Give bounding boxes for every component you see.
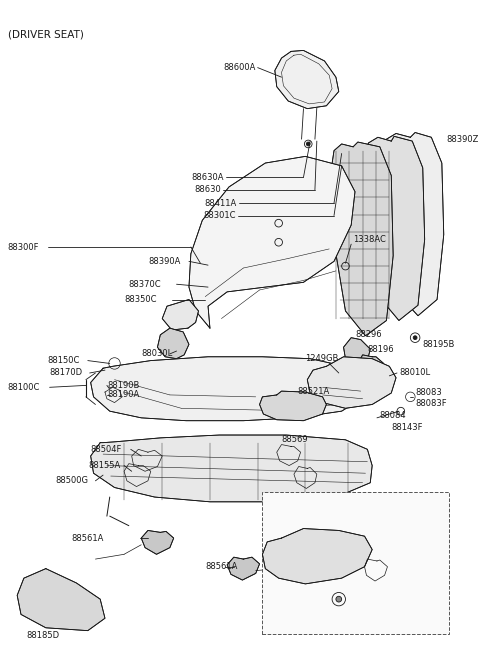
Text: 88083: 88083 xyxy=(415,387,442,397)
Polygon shape xyxy=(17,569,105,631)
Text: 88150C: 88150C xyxy=(48,356,80,365)
Polygon shape xyxy=(275,50,339,109)
Polygon shape xyxy=(91,435,372,502)
Text: 88183B: 88183B xyxy=(324,607,357,616)
FancyBboxPatch shape xyxy=(263,493,448,634)
Polygon shape xyxy=(382,132,444,316)
Polygon shape xyxy=(157,328,189,359)
Text: 88504F: 88504F xyxy=(91,445,122,454)
Text: (W/O POWER): (W/O POWER) xyxy=(269,516,331,526)
Polygon shape xyxy=(364,136,425,320)
Text: 88569: 88569 xyxy=(303,497,330,506)
Text: 88569: 88569 xyxy=(281,436,308,444)
Text: 88084: 88084 xyxy=(380,411,407,420)
Text: 88195B: 88195B xyxy=(423,340,455,349)
Text: 88350C: 88350C xyxy=(124,295,156,304)
Polygon shape xyxy=(227,557,260,580)
Polygon shape xyxy=(307,357,396,408)
Polygon shape xyxy=(260,391,326,421)
Polygon shape xyxy=(317,555,348,578)
Text: 88030L: 88030L xyxy=(141,350,172,358)
Text: 88196: 88196 xyxy=(367,345,394,354)
Text: 88053: 88053 xyxy=(389,559,416,569)
Text: 1338AC: 1338AC xyxy=(353,235,386,244)
Text: 88170D: 88170D xyxy=(49,369,83,377)
Polygon shape xyxy=(358,355,384,380)
Text: 88143F: 88143F xyxy=(391,423,423,432)
Polygon shape xyxy=(189,156,355,328)
Text: 88155A: 88155A xyxy=(89,461,121,470)
Text: 88390Z: 88390Z xyxy=(446,134,479,144)
Polygon shape xyxy=(162,299,199,330)
Text: 88010L: 88010L xyxy=(399,369,430,377)
Polygon shape xyxy=(344,338,370,366)
Text: 88190B: 88190B xyxy=(107,381,139,390)
Text: 88190A: 88190A xyxy=(107,391,139,399)
Ellipse shape xyxy=(336,596,342,602)
Text: 1249GB: 1249GB xyxy=(305,354,339,363)
Polygon shape xyxy=(141,530,174,554)
Text: 88600A: 88600A xyxy=(223,63,256,72)
Text: 88185D: 88185D xyxy=(27,631,60,640)
Text: 88500G: 88500G xyxy=(55,477,88,485)
Text: 88411A: 88411A xyxy=(204,199,237,208)
Text: 88521A: 88521A xyxy=(298,387,330,396)
Text: (DRIVER SEAT): (DRIVER SEAT) xyxy=(8,29,84,40)
Text: 88010L: 88010L xyxy=(377,531,408,540)
Ellipse shape xyxy=(306,142,310,146)
Polygon shape xyxy=(263,528,372,584)
Text: 88630A: 88630A xyxy=(192,173,224,182)
Polygon shape xyxy=(331,142,393,336)
Text: 88300F: 88300F xyxy=(8,242,39,252)
Text: 88970C: 88970C xyxy=(342,562,374,571)
Text: 88296: 88296 xyxy=(355,330,382,340)
Text: 88561A: 88561A xyxy=(72,534,104,543)
Polygon shape xyxy=(91,357,364,421)
Text: 88390A: 88390A xyxy=(148,257,180,266)
Text: 88301C: 88301C xyxy=(203,211,236,220)
Ellipse shape xyxy=(413,336,417,340)
Text: 88561A: 88561A xyxy=(205,562,238,571)
Text: 88370C: 88370C xyxy=(129,280,161,289)
Text: 88083F: 88083F xyxy=(415,399,447,408)
Text: 88100C: 88100C xyxy=(8,383,40,392)
Text: 88630: 88630 xyxy=(195,185,221,194)
